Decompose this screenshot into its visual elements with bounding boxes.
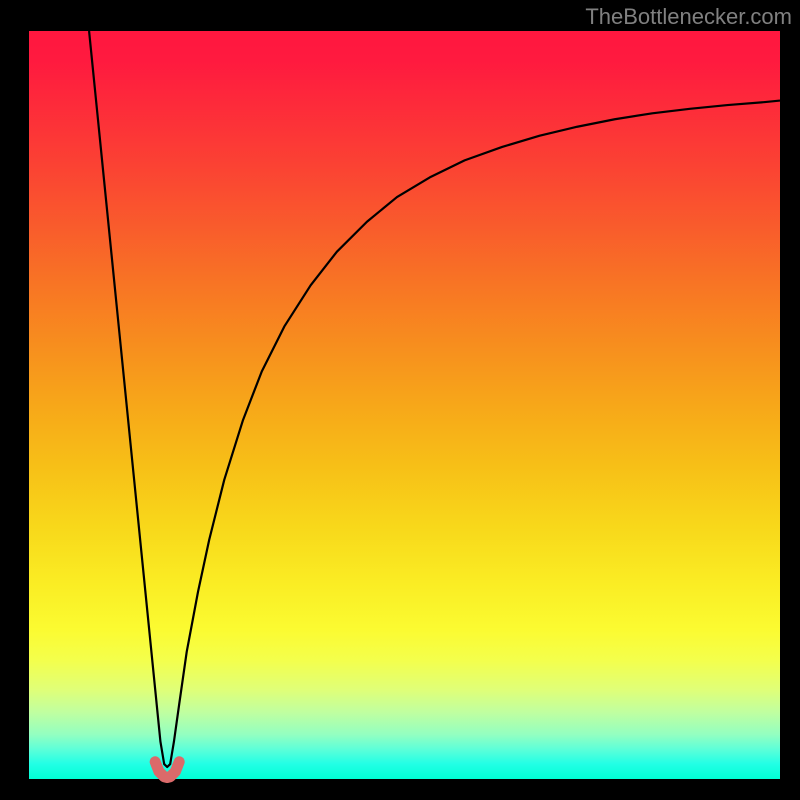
chart-container: TheBottlenecker.com	[0, 0, 800, 800]
watermark-text: TheBottlenecker.com	[585, 4, 792, 30]
chart-svg	[0, 0, 800, 800]
plot-background	[29, 31, 780, 779]
